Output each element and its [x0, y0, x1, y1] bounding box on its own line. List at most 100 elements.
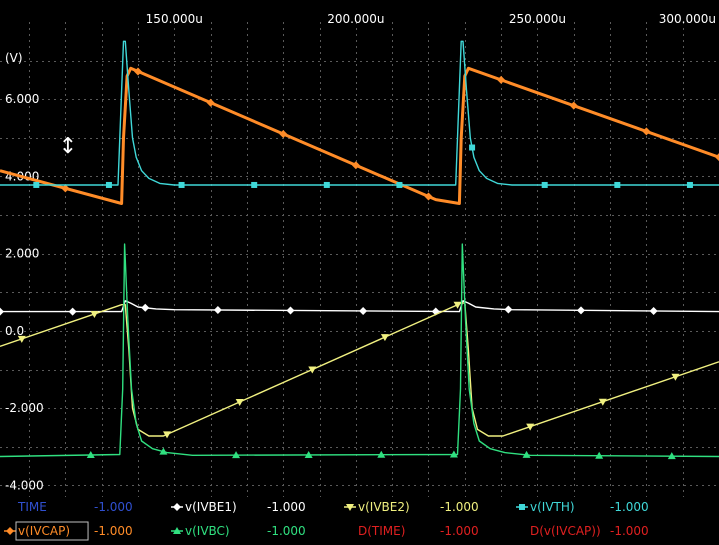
legend-name: v(IVTH) — [530, 500, 575, 514]
legend-item[interactable]: D(TIME) -1.000 — [358, 524, 479, 538]
series-marker — [715, 153, 719, 162]
legend-value: -1.000 — [267, 500, 306, 514]
series-marker — [522, 450, 531, 458]
series-marker — [359, 306, 368, 315]
legend-value: -1.000 — [440, 524, 479, 538]
legend-item[interactable]: TIME -1.000 — [17, 500, 133, 514]
series-marker — [595, 451, 604, 459]
series-marker — [504, 305, 513, 314]
legend-value: -1.000 — [440, 500, 479, 514]
x-tick-label: 150.000u — [146, 12, 203, 26]
series-line — [0, 243, 719, 458]
legend-value: -1.000 — [94, 500, 133, 514]
series-marker — [642, 127, 651, 136]
series-marker — [213, 305, 222, 314]
legend-item[interactable]: v(IVBE2) -1.000 — [344, 500, 479, 514]
series-v-ivbe1- — [0, 300, 719, 316]
series-line — [0, 302, 719, 437]
legend: TIME -1.000 v(IVBE1) -1.000 v(IVBE2) -1.000 v(… — [4, 500, 649, 541]
series-line — [0, 300, 719, 313]
legend-value: -1.000 — [94, 524, 133, 538]
series-layer — [0, 40, 719, 460]
series-marker — [380, 334, 389, 342]
legend-value: -1.000 — [610, 500, 649, 514]
series-marker — [68, 307, 77, 316]
legend-marker — [173, 503, 181, 511]
series-marker — [251, 181, 258, 188]
y-axis-label: (V) — [5, 51, 23, 65]
series-marker — [526, 423, 535, 431]
y-tick-label: -4.000 — [5, 478, 44, 492]
y-tick-label: 6.000 — [5, 92, 39, 106]
series-marker — [449, 450, 458, 458]
legend-item[interactable]: D(v(IVCAP)) -1.000 — [530, 524, 649, 538]
y-tick-label: 0.0 — [5, 324, 24, 338]
series-marker — [232, 451, 241, 459]
series-marker — [141, 303, 150, 312]
legend-value: -1.000 — [610, 524, 649, 538]
legend-name: TIME — [17, 500, 47, 514]
legend-name: v(IVCAP) — [18, 524, 70, 538]
series-marker — [279, 129, 288, 138]
legend-marker — [346, 504, 354, 511]
series-marker — [90, 311, 99, 319]
series-marker — [377, 450, 386, 458]
legend-marker — [6, 527, 14, 535]
legend-name: D(TIME) — [358, 524, 405, 538]
x-tick-label: 250.000u — [509, 12, 566, 26]
legend-name: v(IVBE1) — [185, 500, 237, 514]
series-marker — [159, 447, 168, 455]
legend-item[interactable]: v(IVBC) -1.000 — [171, 524, 306, 538]
series-marker — [649, 307, 658, 316]
series-marker — [323, 181, 330, 188]
legend-value: -1.000 — [267, 524, 306, 538]
series-marker — [569, 101, 578, 110]
series-marker — [133, 67, 142, 76]
series-marker — [235, 398, 244, 406]
grid — [0, 22, 719, 497]
y-tick-label: 2.000 — [5, 247, 39, 261]
series-v-ivth- — [0, 40, 719, 188]
x-tick-label: 300.000u — [659, 12, 716, 26]
series-marker — [86, 450, 95, 458]
x-tick-label: 200.000u — [327, 12, 384, 26]
series-marker — [598, 398, 607, 406]
legend-name: D(v(IVCAP)) — [530, 524, 601, 538]
series-marker — [686, 181, 693, 188]
series-marker — [541, 181, 548, 188]
series-marker — [61, 184, 70, 193]
legend-item[interactable]: v(IVTH) -1.000 — [516, 500, 649, 514]
y-tick-label: -2.000 — [5, 401, 44, 415]
series-marker — [17, 335, 26, 343]
series-marker — [33, 181, 40, 188]
series-marker — [206, 98, 215, 107]
series-marker — [105, 181, 112, 188]
legend-marker — [519, 504, 525, 510]
legend-name: v(IVBC) — [185, 524, 230, 538]
series-marker — [308, 366, 317, 374]
series-marker — [497, 75, 506, 84]
series-marker — [304, 450, 313, 458]
legend-selected-box — [15, 521, 89, 541]
series-marker — [163, 431, 172, 439]
series-marker — [351, 161, 360, 170]
legend-item[interactable]: v(IVBE1) -1.000 — [171, 500, 306, 514]
series-marker — [396, 181, 403, 188]
series-marker — [424, 192, 433, 201]
series-marker — [469, 144, 476, 151]
legend-marker — [173, 527, 181, 534]
resize-cursor-icon[interactable]: ↕ — [59, 134, 77, 159]
series-marker — [453, 301, 462, 309]
series-marker — [0, 307, 4, 316]
series-marker — [577, 306, 586, 315]
x-tick-labels: 150.000u 200.000u 250.000u 300.000u — [146, 12, 716, 26]
series-marker — [614, 181, 621, 188]
series-marker — [667, 452, 676, 460]
series-line — [0, 40, 719, 186]
legend-name: v(IVBE2) — [358, 500, 410, 514]
series-v-ivbc- — [0, 243, 719, 460]
legend-item[interactable]: v(IVCAP) -1.000 — [4, 521, 133, 541]
series-v-ivbe2- — [0, 301, 719, 439]
series-marker — [671, 373, 680, 381]
